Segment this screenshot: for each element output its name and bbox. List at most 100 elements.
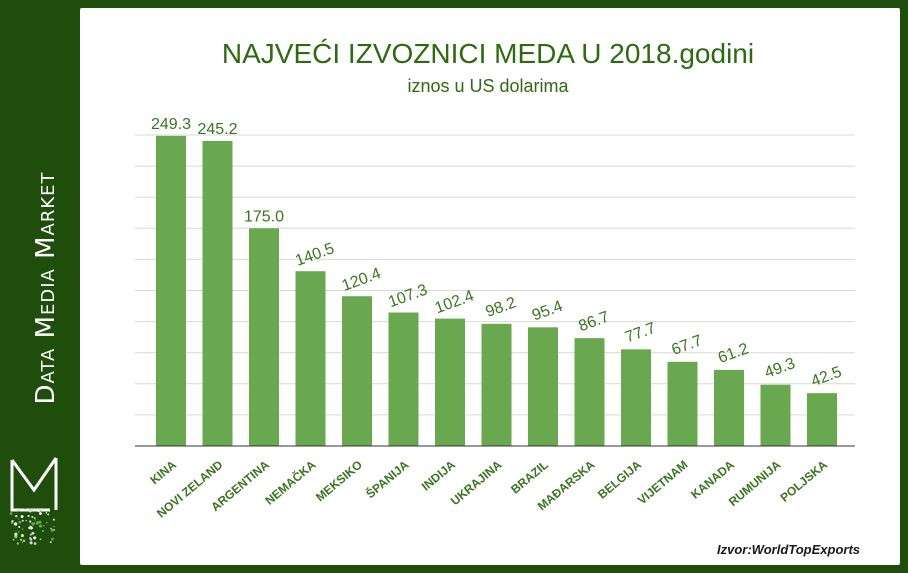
bar-14 (807, 393, 837, 446)
logo-dot (19, 538, 23, 541)
logo-dot (47, 513, 50, 516)
value-label-11: 67.7 (669, 332, 704, 359)
logo-dot (20, 515, 24, 518)
category-label-11: VIJETNAM (635, 458, 690, 508)
bar-10 (621, 349, 651, 446)
logo-dot (50, 528, 54, 532)
logo-dot (42, 524, 45, 527)
logo-dot (18, 520, 22, 524)
value-label-7: 98.2 (483, 294, 518, 321)
logo-dot (29, 526, 33, 530)
source-note: Izvor:WorldTopExports (717, 542, 860, 557)
logo-dot (17, 530, 20, 533)
category-label-13: RUMUNIJA (726, 457, 784, 509)
logo-dot (9, 512, 13, 515)
bar-6 (435, 318, 465, 446)
logo-dot (29, 541, 33, 545)
logo-dot (31, 508, 34, 511)
logo-dot (13, 522, 18, 526)
logo-dot (17, 518, 20, 520)
logo-dot (53, 525, 55, 528)
category-label-8: BRAZIL (508, 458, 551, 497)
bar-7 (481, 323, 512, 446)
brand-logo-icon (9, 457, 58, 545)
logo-dot (24, 508, 26, 510)
category-label-0: KINA (147, 457, 179, 487)
value-label-0: 249.3 (151, 116, 191, 133)
bar-0 (156, 135, 186, 446)
logo-dot (37, 510, 40, 513)
value-label-8: 95.4 (530, 298, 565, 325)
value-label-1: 245.2 (197, 121, 237, 138)
logo-dot (38, 512, 42, 515)
bar-8 (528, 327, 558, 446)
bar-12 (714, 369, 744, 446)
logo-dot (36, 523, 38, 525)
logo-dot (14, 535, 18, 539)
chart-subtitle: iznos u US dolarima (407, 76, 569, 96)
brand-panel: Data Media Market (0, 0, 80, 573)
category-label-6: INDIJA (419, 457, 458, 493)
bar-5 (388, 312, 419, 446)
bar-2 (249, 228, 279, 446)
logo-dot (15, 515, 18, 518)
logo-dot (45, 512, 48, 514)
bar-3 (295, 271, 326, 446)
bar-13 (760, 384, 791, 446)
bars (156, 135, 837, 447)
value-label-12: 61.2 (716, 340, 751, 367)
value-label-6: 102.4 (433, 288, 477, 318)
logo-dot (29, 520, 32, 523)
logo-dot (29, 538, 33, 541)
logo-dot (31, 522, 35, 526)
bar-1 (202, 140, 233, 447)
logo-dot (34, 519, 36, 521)
logo-dot (12, 539, 15, 541)
logo-dot (20, 534, 24, 538)
logo-dot (50, 527, 52, 530)
logo-dot (14, 532, 18, 536)
category-label-5: ŠPANIJA (363, 457, 412, 502)
category-label-4: MEKSIKO (313, 458, 365, 505)
logo-dot (34, 507, 37, 510)
logo-dot (29, 533, 32, 536)
logo-dot (21, 528, 24, 530)
logo-dot (33, 536, 37, 540)
category-label-3: NEMAČKA (262, 457, 319, 508)
logo-dot (18, 526, 21, 528)
bar-9 (574, 338, 605, 446)
value-label-3: 140.5 (293, 240, 337, 270)
value-label-14: 42.5 (809, 364, 844, 391)
logo-dot (16, 542, 19, 545)
logo-dot (21, 519, 24, 522)
logo-dot (33, 517, 36, 519)
bar-chart: NAJVEĆI IZVOZNICI MEDA U 2018.godini izn… (135, 38, 855, 521)
logo-dot (31, 515, 34, 519)
value-label-9: 86.7 (576, 309, 611, 336)
value-label-13: 49.3 (762, 355, 797, 382)
logo-dot (21, 541, 23, 544)
logo-dot (38, 520, 42, 524)
logo-dot (49, 541, 52, 544)
logo-dot (39, 538, 42, 541)
value-label-2: 175.0 (244, 208, 284, 225)
logo-dot (31, 531, 35, 535)
logo-dot (53, 528, 56, 531)
logo-dot (22, 539, 26, 542)
logo-dot (46, 522, 48, 524)
logo-dot (11, 520, 14, 523)
value-label-10: 77.7 (623, 320, 658, 347)
category-label-7: UKRAJINA (448, 457, 505, 508)
logo-dot (38, 524, 43, 528)
value-label-5: 107.3 (386, 281, 430, 311)
bar-4 (342, 296, 372, 446)
logo-dot (25, 519, 27, 522)
bar-11 (667, 361, 698, 446)
logo-dot (42, 530, 44, 532)
logo-dot (52, 518, 55, 521)
logo-dot (27, 514, 30, 518)
brand-name: Data Media Market (31, 171, 61, 405)
category-label-14: POLJSKA (778, 457, 831, 504)
logo-dot (33, 542, 37, 545)
